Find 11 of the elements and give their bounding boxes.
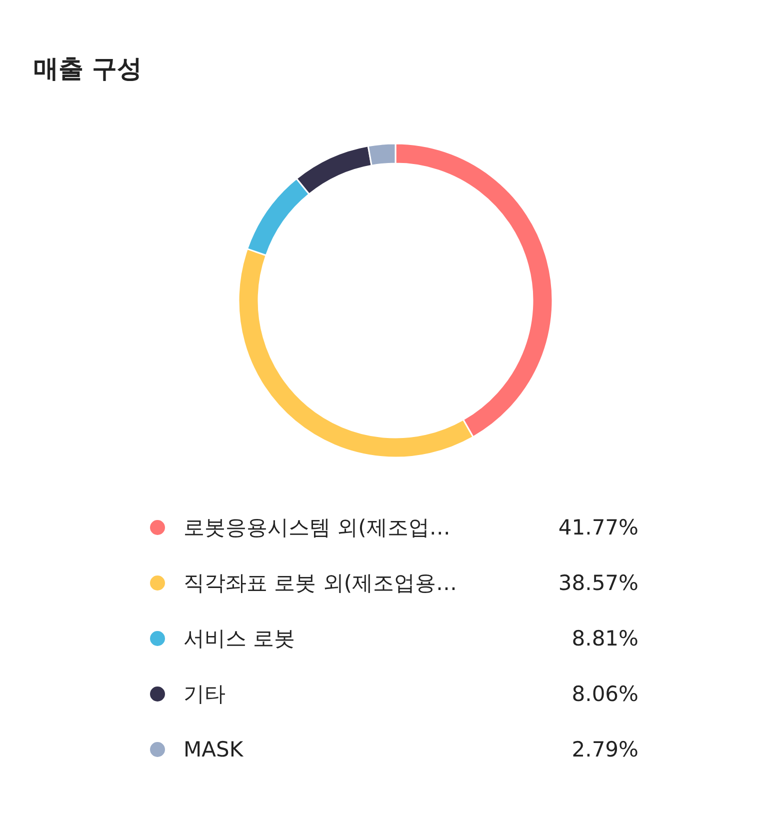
data-label: 2.79%	[572, 738, 639, 762]
data-label: 41.77%	[558, 516, 639, 540]
legend-label: 기타	[184, 682, 226, 706]
legend-label: 서비스 로봇	[184, 626, 296, 650]
data-label: 8.06%	[572, 682, 639, 706]
legend-label: 직각좌표 로봇 외(제조업용…	[184, 571, 458, 595]
data-label: 8.81%	[572, 626, 639, 650]
data-label: 38.57%	[558, 571, 639, 595]
legend-label: MASK	[184, 738, 244, 762]
legend-label: 로봇응용시스템 외(제조업…	[184, 516, 450, 540]
chart-title: 매출 구성	[34, 54, 142, 83]
